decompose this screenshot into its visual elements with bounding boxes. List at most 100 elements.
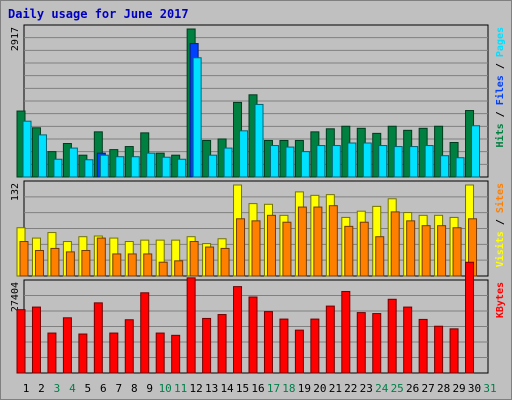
x-tick-label-day-25: 25: [391, 382, 404, 395]
bar-pages-day-27: [424, 145, 434, 178]
legend-separator: /: [495, 57, 506, 75]
bar-pages-day-2: [37, 134, 47, 178]
bar-kbytes-day-12: [186, 277, 196, 374]
x-tick-label-day-4: 4: [69, 382, 76, 395]
bar-kbytes-day-23: [356, 312, 366, 374]
bar-sites-day-29: [452, 227, 462, 277]
x-tick-label-day-22: 22: [344, 382, 357, 395]
bar-kbytes-day-7: [109, 332, 119, 374]
bar-sites-day-13: [205, 246, 215, 277]
legend-sites: Sites: [494, 183, 506, 213]
bar-sites-day-25: [390, 211, 400, 277]
bar-kbytes-day-14: [217, 314, 227, 374]
x-tick-label-day-21: 21: [329, 382, 342, 395]
x-tick-label-day-23: 23: [360, 382, 373, 395]
series-sites: [19, 205, 478, 277]
bar-kbytes-day-26: [403, 306, 413, 374]
legend-separator: /: [495, 105, 506, 123]
bar-sites-day-15: [236, 218, 246, 277]
bar-kbytes-day-22: [341, 290, 351, 374]
x-tick-label-day-11: 11: [174, 382, 187, 395]
bar-pages-day-18: [285, 146, 295, 178]
panel-middle-legend: Visits / Sites: [494, 183, 506, 267]
bar-pages-day-11: [177, 158, 187, 178]
series-kbytes: [16, 261, 475, 374]
bar-kbytes-day-30: [465, 261, 475, 374]
bar-hits-day-28: [434, 125, 444, 178]
bar-pages-day-12: [192, 57, 202, 178]
x-tick-label-day-3: 3: [54, 382, 61, 395]
bar-pages-day-25: [393, 146, 403, 178]
bar-kbytes-day-27: [418, 318, 428, 374]
bar-kbytes-day-24: [372, 313, 382, 374]
bar-pages-day-19: [300, 151, 310, 178]
bar-sites-day-1: [19, 241, 29, 277]
legend-pages: Pages: [495, 27, 506, 57]
x-tick-label-day-13: 13: [205, 382, 218, 395]
bar-sites-day-8: [127, 253, 137, 277]
bar-sites-day-20: [313, 206, 323, 277]
bar-pages-day-24: [378, 145, 388, 178]
x-tick-label-day-6: 6: [100, 382, 107, 395]
bar-pages-day-26: [409, 146, 419, 178]
x-tick-label-day-29: 29: [452, 382, 465, 395]
bar-pages-day-1: [22, 120, 32, 178]
bar-sites-day-10: [158, 261, 168, 277]
bar-pages-day-20: [316, 145, 326, 178]
legend-visits: Visits: [494, 231, 506, 267]
panel-bottom-max-label: 27404: [10, 282, 21, 312]
bar-sites-day-24: [375, 236, 385, 277]
bar-sites-day-18: [282, 221, 292, 277]
bar-pages-day-28: [440, 155, 450, 178]
x-tick-label-day-20: 20: [313, 382, 326, 395]
panel-top-legend: Hits / Files / Pages: [494, 27, 506, 147]
bar-kbytes-day-28: [434, 325, 444, 374]
series-pages: [22, 57, 481, 178]
bar-pages-day-30: [471, 125, 481, 178]
x-tick-label-day-24: 24: [375, 382, 389, 395]
bar-kbytes-day-17: [263, 311, 273, 374]
x-tick-label-day-7: 7: [115, 382, 122, 395]
bar-pages-day-5: [84, 159, 94, 178]
bar-pages-day-7: [115, 156, 125, 178]
bar-sites-day-28: [437, 225, 447, 277]
bar-pages-day-23: [362, 142, 372, 178]
x-tick-label-day-16: 16: [251, 382, 264, 395]
bar-pages-day-21: [331, 145, 341, 178]
x-tick-label-day-18: 18: [282, 382, 295, 395]
bar-sites-day-5: [81, 249, 91, 277]
panel-top: 2917 Hits / Files / Pages: [10, 24, 506, 178]
bar-kbytes-day-1: [16, 309, 26, 374]
x-axis-day-labels: 1 2 3 4 5 6 7 8 9 10 11 12 13 14 15 16 17 18 19 20 21 22 23 24 2…: [23, 382, 497, 395]
bar-pages-day-14: [223, 147, 233, 178]
bar-pages-day-22: [347, 142, 357, 178]
legend-kbytes: KBytes: [495, 282, 506, 318]
bar-kbytes-day-11: [171, 334, 181, 374]
bar-pages-day-4: [68, 147, 78, 178]
bar-kbytes-day-18: [279, 318, 289, 374]
bar-sites-day-21: [328, 205, 338, 277]
bar-sites-day-14: [220, 247, 230, 277]
bar-pages-day-8: [130, 156, 140, 178]
bar-sites-day-4: [65, 251, 75, 277]
panel-top-max-label: 2917: [10, 27, 21, 51]
x-tick-label-day-15: 15: [236, 382, 249, 395]
bar-kbytes-day-3: [47, 332, 57, 374]
bar-kbytes-day-9: [140, 292, 150, 374]
bar-pages-day-29: [455, 157, 465, 178]
x-tick-label-day-2: 2: [38, 382, 45, 395]
x-tick-label-day-5: 5: [85, 382, 92, 395]
x-tick-label-day-8: 8: [131, 382, 138, 395]
chart-panels: 2917 Hits / Files / Pages 132 Visits / Site…: [10, 24, 506, 374]
bar-sites-day-27: [421, 225, 431, 277]
bar-sites-day-12: [189, 241, 199, 277]
bar-kbytes-day-2: [31, 306, 41, 374]
bar-sites-day-11: [174, 260, 184, 277]
bar-kbytes-day-21: [325, 305, 335, 374]
bar-kbytes-day-16: [248, 296, 258, 374]
bar-sites-day-7: [112, 253, 122, 277]
bar-kbytes-day-25: [387, 298, 397, 374]
x-tick-label-day-30: 30: [468, 382, 481, 395]
bar-sites-day-16: [251, 220, 261, 277]
